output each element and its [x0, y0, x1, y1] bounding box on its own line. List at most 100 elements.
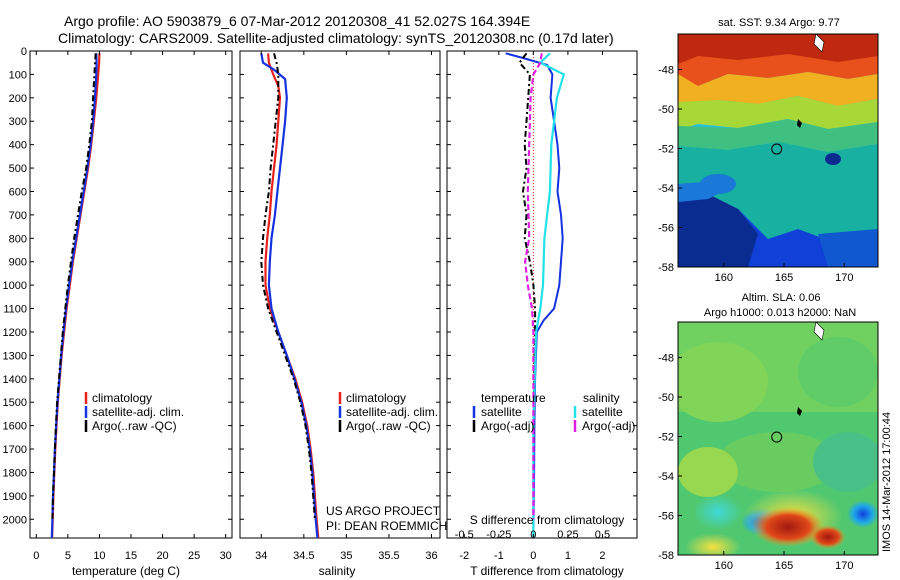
lat-tick-label: -50	[658, 392, 674, 404]
depth-tick-label: 1800	[3, 467, 27, 479]
depth-tick-label: 600	[9, 186, 27, 198]
legend-t-satellite-label: satellite	[481, 405, 522, 419]
lat-tick-label: -48	[658, 353, 674, 365]
temperature-panel-frame	[29, 50, 233, 539]
t-difference-xlabel: T difference from climatology	[470, 564, 624, 578]
depth-tick-label: 1600	[3, 421, 27, 433]
depth-tick-label: 1500	[3, 397, 27, 409]
sla-map-lon-ticks: 160 165 170	[715, 551, 853, 572]
s-difference-label: S difference from climatology	[470, 513, 625, 527]
lat-tick-label: -58	[658, 262, 674, 274]
lon-tick-label: 170	[835, 272, 853, 284]
sla-map	[677, 321, 879, 556]
difference-legend: temperature salinity satellite Argo(-adj…	[472, 391, 635, 433]
lat-tick-label: -54	[658, 183, 674, 195]
axis-ticks	[30, 50, 637, 520]
lat-tick-label: -56	[658, 511, 674, 523]
depth-tick-label: 100	[9, 69, 27, 81]
s-tick-label: -0.5	[455, 529, 474, 541]
depth-tick-label: 800	[9, 233, 27, 245]
s-tick-label: 0	[530, 529, 536, 541]
depth-tick-label: 1700	[3, 444, 27, 456]
x-tick-label: 34	[255, 550, 267, 562]
depth-tick-label: 1300	[3, 350, 27, 362]
lat-tick-label: -52	[658, 144, 674, 156]
lon-tick-label: 165	[775, 272, 793, 284]
legend-climatology-label: climatology	[92, 391, 152, 405]
depth-tick-label: 300	[9, 116, 27, 128]
lat-tick-label: -52	[658, 432, 674, 444]
legend-t-argo-label: Argo(-adj)	[481, 419, 534, 433]
x-tick-label: 34.5	[293, 550, 314, 562]
depth-tick-label: 1000	[3, 280, 27, 292]
t-difference-x-ticks: -2 -1 0 1 2	[459, 51, 606, 562]
sst-map-lon-ticks: 160 165 170	[715, 263, 853, 284]
series-line-satellite	[532, 52, 566, 538]
salinity-x-ticks: 34 34.5 35 35.5 36	[255, 51, 438, 562]
lat-tick-label: -56	[658, 223, 674, 235]
legend-satellite-label: satellite-adj. clim.	[346, 405, 438, 419]
x-tick-label: -2	[459, 550, 469, 562]
depth-tick-label: 400	[9, 140, 27, 152]
x-tick-label: 5	[65, 550, 71, 562]
temperature-legend: climatology satellite-adj. clim. Argo(..…	[84, 391, 184, 433]
lon-tick-label: 165	[775, 560, 793, 572]
x-tick-label: 2	[599, 550, 605, 562]
legend-satellite-label: satellite-adj. clim.	[92, 405, 184, 419]
profile-location-marker	[771, 143, 783, 155]
lon-tick-label: 160	[715, 560, 733, 572]
depth-tick-label: 1100	[3, 304, 27, 316]
x-tick-label: 20	[156, 550, 168, 562]
difference-profiles	[505, 51, 566, 538]
x-tick-label: 35	[340, 550, 352, 562]
sst-map	[677, 33, 879, 268]
temperature-profiles	[50, 53, 101, 538]
x-tick-label: 36	[425, 550, 437, 562]
legend-argo-label: Argo(..raw -QC)	[346, 419, 431, 433]
depth-tick-label: 1900	[3, 491, 27, 503]
legend-temperature-title: temperature	[481, 391, 546, 405]
legend-s-argo-label: Argo(-adj)	[582, 419, 635, 433]
x-tick-label: 35.5	[378, 550, 399, 562]
legend-salinity-title: salinity	[583, 391, 620, 405]
sla-map-title-line-2: Argo h1000: 0.013 h2000: NaN	[704, 307, 856, 319]
pi-credit: PI: DEAN ROEMMICH	[326, 519, 447, 533]
legend-argo-label: Argo(..raw -QC)	[92, 419, 177, 433]
x-tick-label: 0	[33, 550, 39, 562]
s-difference-ticks: -0.5 -0.25 0 0.25 0.5	[455, 529, 610, 541]
s-tick-label: -0.25	[486, 529, 511, 541]
depth-tick-label: 0	[21, 46, 27, 58]
project-credit: US ARGO PROJECT	[326, 504, 441, 518]
depth-tick-label: 1400	[3, 374, 27, 386]
x-tick-label: 0	[530, 550, 536, 562]
x-tick-label: 1	[565, 550, 571, 562]
x-tick-label: 25	[188, 550, 200, 562]
depth-tick-label: 2000	[3, 514, 27, 526]
lon-tick-label: 170	[835, 560, 853, 572]
depth-tick-label: 700	[9, 210, 27, 222]
temperature-x-ticks: 0 5 10 15 20 25 30	[33, 51, 232, 562]
depth-tick-label: 1200	[3, 327, 27, 339]
lat-tick-label: -48	[658, 65, 674, 77]
lat-tick-label: -58	[658, 550, 674, 562]
legend-s-satellite-label: satellite	[582, 405, 623, 419]
depth-tick-label: 200	[9, 93, 27, 105]
depth-axis: 0 100 200 300 400 500 600 700 800 900 1000 1100 1200…	[3, 46, 27, 526]
depth-tick-label: 900	[9, 257, 27, 269]
lat-tick-label: -50	[658, 104, 674, 116]
x-tick-label: 15	[125, 550, 137, 562]
timestamp-stamp: IMOS 14-Mar-2012 17:00:44	[881, 412, 893, 552]
figure-title-line-2: Climatology: CARS2009. Satellite-adjuste…	[58, 30, 614, 46]
salinity-xlabel: salinity	[319, 564, 356, 578]
series-line-satellite-adj-clim-	[50, 53, 98, 538]
s-tick-label: 0.5	[595, 529, 610, 541]
sla-map-lat-ticks: -48 -50 -52 -54 -56 -58	[658, 353, 682, 562]
series-line-argo-raw-qc-	[260, 53, 316, 520]
s-tick-label: 0.25	[557, 529, 578, 541]
x-tick-label: -1	[494, 550, 504, 562]
x-tick-label: 10	[93, 550, 105, 562]
sla-map-frame	[677, 321, 879, 556]
legend-climatology-label: climatology	[346, 391, 406, 405]
sst-map-title: sat. SST: 9.34 Argo: 9.77	[718, 17, 840, 29]
